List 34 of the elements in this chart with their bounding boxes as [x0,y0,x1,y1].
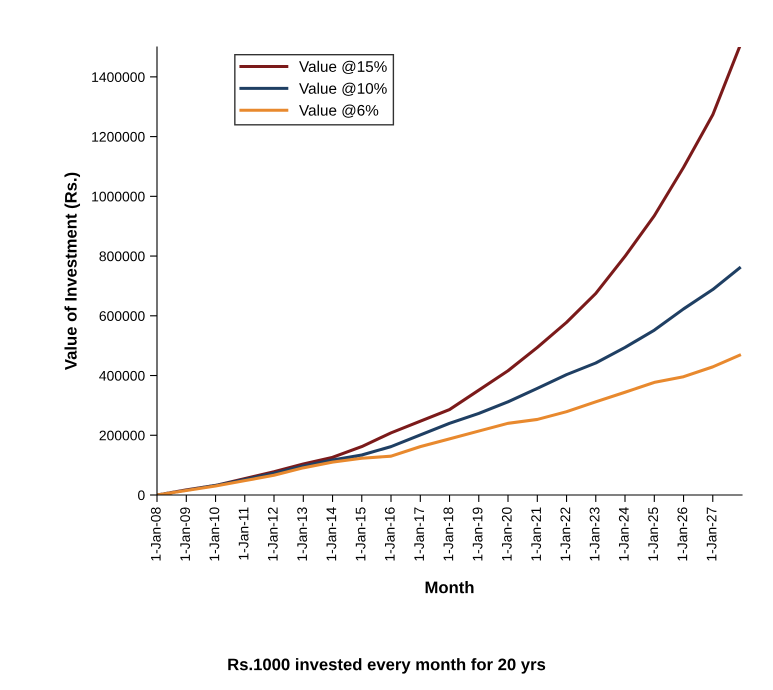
legend-label: Value @6% [299,104,378,118]
x-tick-label: 1-Jan-16 [384,507,395,561]
y-tick-label: 600000 [100,311,145,321]
y-axis-title: Value of Investment (Rs.) [64,172,80,370]
x-tick-label: 1-Jan-18 [443,507,454,561]
x-tick-label: 1-Jan-15 [356,507,366,561]
y-tick-label: 200000 [100,430,145,440]
y-tick-label: 400000 [99,370,145,381]
y-tick-label: 800000 [99,251,145,262]
x-tick-label: 1-Jan-12 [268,508,278,561]
x-tick-label: 1-Jan-13 [297,507,308,561]
x-tick-label: 1-Jan-27 [706,508,716,561]
x-tick-label: 1-Jan-22 [560,508,570,561]
x-axis-title: Month [426,581,474,594]
y-tick-label: 1400000 [92,72,145,82]
y-tick-label: 1200000 [92,132,145,142]
x-tick-label: 1-Jan-14 [326,507,336,561]
x-tick-label: 1-Jan-26 [677,507,688,561]
x-tick-label: 1-Jan-20 [502,507,512,561]
x-tick-label: 1-Jan-11 [238,507,248,560]
x-tick-label: 1-Jan-24 [618,507,629,561]
x-tick-label: 1-Jan-10 [209,507,220,561]
y-tick-label: 1000000 [92,192,145,202]
x-tick-label: 1-Jan-21 [531,507,542,561]
x-tick-label: 1-Jan-09 [180,507,190,561]
legend-label: Value @10% [299,82,387,96]
legend-label: Value @15% [299,60,387,74]
x-tick-label: 1-Jan-25 [648,507,658,561]
x-tick-label: 1-Jan-08 [150,507,161,561]
x-tick-label: 1-Jan-23 [590,507,600,561]
x-tick-label: 1-Jan-19 [472,507,482,561]
text: Rs.1000 invested every month for 20 yrs [228,658,546,674]
x-tick-label: 1-Jan-17 [414,508,424,561]
y-tick-label: 0 [138,490,145,500]
